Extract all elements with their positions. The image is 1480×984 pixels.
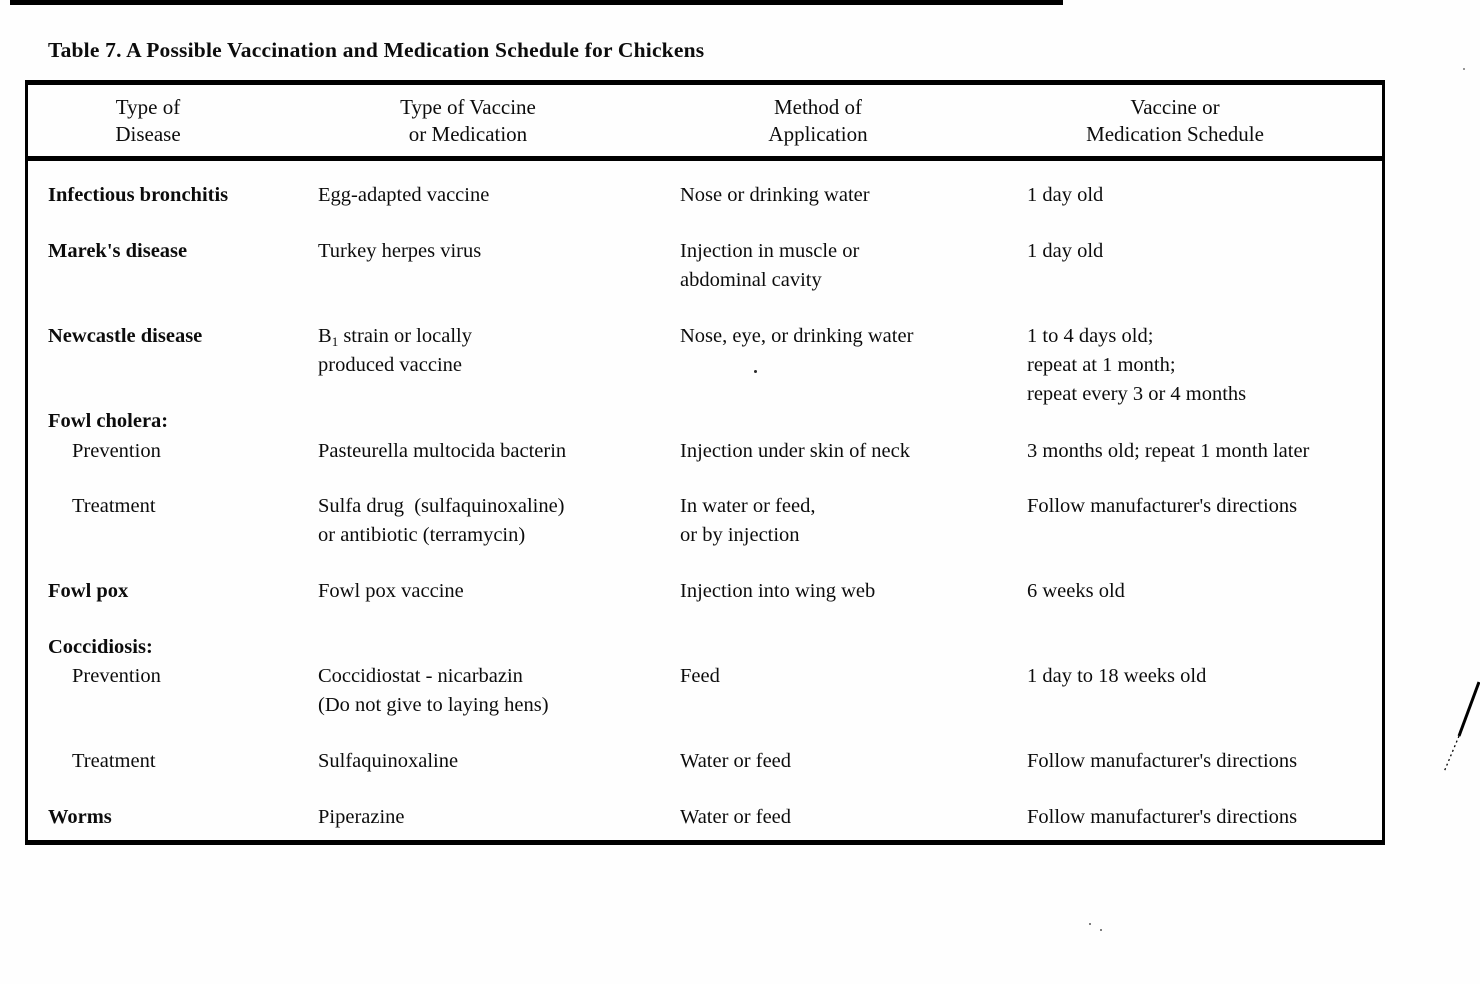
cell-disease: Worms	[48, 806, 112, 828]
b1-subscript: 1	[331, 334, 339, 349]
cell-vaccine: B1 strain or locally produced vaccine	[318, 325, 472, 376]
scan-speckle	[1089, 923, 1091, 925]
table-row: Fowl pox Fowl pox vaccine Injection into…	[28, 577, 1382, 606]
column-header-disease: Type of Disease	[115, 95, 181, 146]
cell-method: Injection under skin of neck	[680, 440, 910, 462]
table-header-row: Type of Disease Type of Vaccine or Medic…	[28, 85, 1382, 161]
table-row: Infectious bronchitis Egg-adapted vaccin…	[28, 181, 1382, 210]
cell-method: Nose or drinking water	[680, 184, 870, 206]
column-header-method: Method of Application	[768, 95, 868, 146]
cell-vaccine: Coccidiostat - nicarbazin (Do not give t…	[318, 665, 549, 716]
table-row: Worms Piperazine Water or feed Follow ma…	[28, 803, 1382, 832]
column-header-vaccine: Type of Vaccine or Medication	[400, 95, 536, 146]
cell-disease: Prevention	[72, 440, 161, 462]
cell-schedule: 1 day to 18 weeks old	[1027, 665, 1207, 687]
cell-disease: Marek's disease	[48, 240, 188, 262]
cell-method: Injection into wing web	[680, 580, 876, 602]
table-row: Prevention Coccidiostat - nicarbazin (Do…	[28, 662, 1382, 720]
cell-schedule: 1 day old	[1027, 240, 1104, 262]
cell-method: Nose, eye, or drinking water	[680, 325, 914, 347]
scan-speckle	[754, 370, 757, 373]
table-row: Newcastle disease B1 strain or locally p…	[28, 322, 1382, 409]
table-row: Treatment Sulfaquinoxaline Water or feed…	[28, 747, 1382, 776]
column-header-schedule: Vaccine or Medication Schedule	[1086, 95, 1264, 146]
cell-method: Feed	[680, 665, 720, 687]
cell-vaccine: Pasteurella multocida bacterin	[318, 440, 567, 462]
cell-method: Water or feed	[680, 806, 792, 828]
cell-disease: Treatment	[72, 495, 156, 517]
group-label-coccidiosis: Coccidiosis:	[48, 636, 153, 658]
cell-schedule: 1 day old	[1027, 184, 1104, 206]
cell-schedule: Follow manufacturer's directions	[1027, 495, 1298, 517]
cell-vaccine: Piperazine	[318, 806, 405, 828]
table-title: Table 7. A Possible Vaccination and Medi…	[48, 38, 705, 62]
cell-method: Water or feed	[680, 750, 792, 772]
cell-schedule: 6 weeks old	[1027, 580, 1125, 602]
cell-disease: Infectious bronchitis	[48, 184, 229, 206]
cell-schedule: Follow manufacturer's directions	[1027, 750, 1298, 772]
cell-method: In water or feed, or by injection	[680, 495, 816, 546]
cell-disease: Fowl pox	[48, 580, 129, 602]
cell-disease: Treatment	[72, 750, 156, 772]
scan-speckle	[1463, 68, 1465, 70]
group-label-fowl-cholera: Fowl cholera:	[48, 410, 169, 432]
cell-schedule: Follow manufacturer's directions	[1027, 806, 1298, 828]
cell-vaccine: Egg-adapted vaccine	[318, 184, 490, 206]
cell-vaccine: Sulfaquinoxaline	[318, 750, 459, 772]
table-row: Marek's disease Turkey herpes virus Inje…	[28, 237, 1382, 295]
cell-vaccine: Turkey herpes virus	[318, 240, 482, 262]
cell-schedule: 1 to 4 days old; repeat at 1 month; repe…	[1027, 325, 1247, 405]
cell-method: Injection in muscle or abdominal cavity	[680, 240, 860, 291]
scan-artifact-top-bar	[10, 0, 1063, 5]
cell-schedule: 3 months old; repeat 1 month later	[1027, 440, 1310, 462]
table-row: Treatment Sulfa drug (sulfaquinoxaline) …	[28, 492, 1382, 550]
cell-vaccine: Fowl pox vaccine	[318, 580, 464, 602]
scan-speckle	[1100, 929, 1102, 931]
table-row: Prevention Pasteurella multocida bacteri…	[28, 437, 1382, 466]
vaccination-schedule-table: Type of Disease Type of Vaccine or Medic…	[25, 80, 1385, 845]
scan-artifact-diagonal-mark	[1443, 681, 1480, 773]
cell-disease: Prevention	[72, 665, 161, 687]
cell-disease: Newcastle disease	[48, 325, 203, 347]
cell-vaccine: Sulfa drug (sulfaquinoxaline) or antibio…	[318, 495, 565, 546]
